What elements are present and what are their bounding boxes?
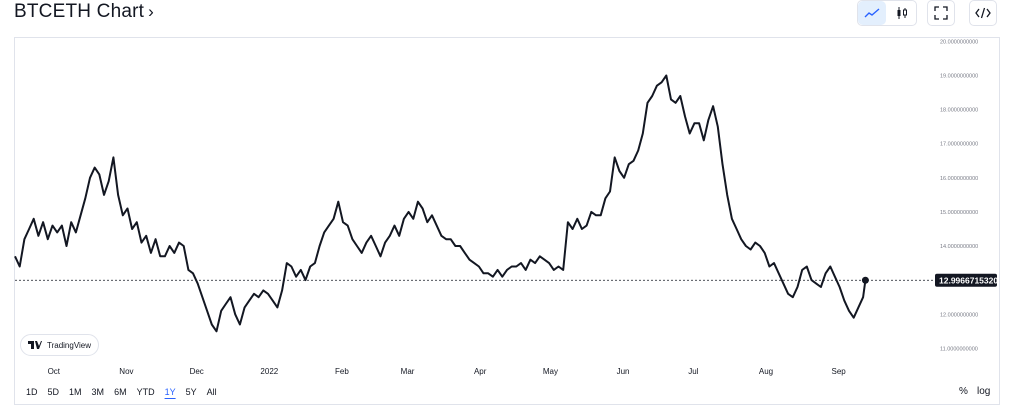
chart-frame [14,37,1000,405]
range-button-1m[interactable]: 1M [69,387,82,397]
last-price-label: 12.9966715320 [935,273,998,287]
fullscreen-button[interactable] [927,0,955,26]
chart-style-toggle [857,0,917,26]
tradingview-logo[interactable]: TradingView [20,334,100,356]
x-tick-label: 2022 [260,367,278,376]
x-tick-label: Nov [119,367,133,376]
range-button-all[interactable]: All [206,387,217,397]
last-price-dot [861,276,869,284]
y-tick-label: 20.0000000000 [940,39,978,45]
time-range-selector: 1D 5D 1M 3M 6M YTD 1Y 5Y All [26,387,227,397]
y-tick-label: 11.0000000000 [940,346,978,352]
y-tick-label: 17.0000000000 [940,142,978,148]
x-tick-label: Sep [831,367,846,376]
x-tick-label: Oct [48,367,61,376]
y-tick-label: 18.0000000000 [940,108,978,114]
range-button-5y[interactable]: 5Y [185,387,197,397]
y-tick-label: 19.0000000000 [940,74,978,80]
percent-scale-toggle[interactable]: % [959,386,968,397]
y-tick-label: 14.0000000000 [940,244,978,250]
x-tick-label: Jul [688,367,698,376]
x-tick-label: Mar [401,367,415,376]
range-button-ytd[interactable]: YTD [136,387,155,397]
x-tick-label: Dec [190,367,204,376]
x-tick-label: Jun [617,367,630,376]
chevron-right-icon: › [148,2,155,21]
range-button-6m[interactable]: 6M [114,387,127,397]
range-button-3m[interactable]: 3M [91,387,105,397]
price-series-line [14,74,867,333]
y-tick-label: 15.0000000000 [940,210,978,216]
x-tick-label: Apr [474,367,487,376]
range-button-5d[interactable]: 5D [47,387,60,397]
x-tick-label: Feb [335,367,349,376]
y-tick-label: 16.0000000000 [940,176,978,182]
log-scale-toggle[interactable]: log [977,386,991,397]
fullscreen-icon [934,6,948,20]
x-tick-label: Aug [759,367,773,376]
candlestick-icon [897,7,907,19]
embed-code-button[interactable] [969,0,997,26]
tradingview-logo-text: TradingView [47,340,92,350]
candlestick-button[interactable] [888,1,916,25]
x-tick-label: May [543,367,558,376]
page-title-text: BTCETH Chart [14,1,145,22]
line-chart-button[interactable] [858,1,886,25]
svg-text:12.9966715320: 12.9966715320 [939,275,998,285]
page-title[interactable]: BTCETH Chart › [14,1,154,23]
range-button-1d[interactable]: 1D [26,387,38,397]
range-button-1y[interactable]: 1Y [164,387,176,397]
y-tick-label: 12.0000000000 [940,312,978,318]
line-chart-icon [864,8,880,18]
embed-code-icon [975,7,991,19]
tradingview-logo-icon [28,341,42,349]
